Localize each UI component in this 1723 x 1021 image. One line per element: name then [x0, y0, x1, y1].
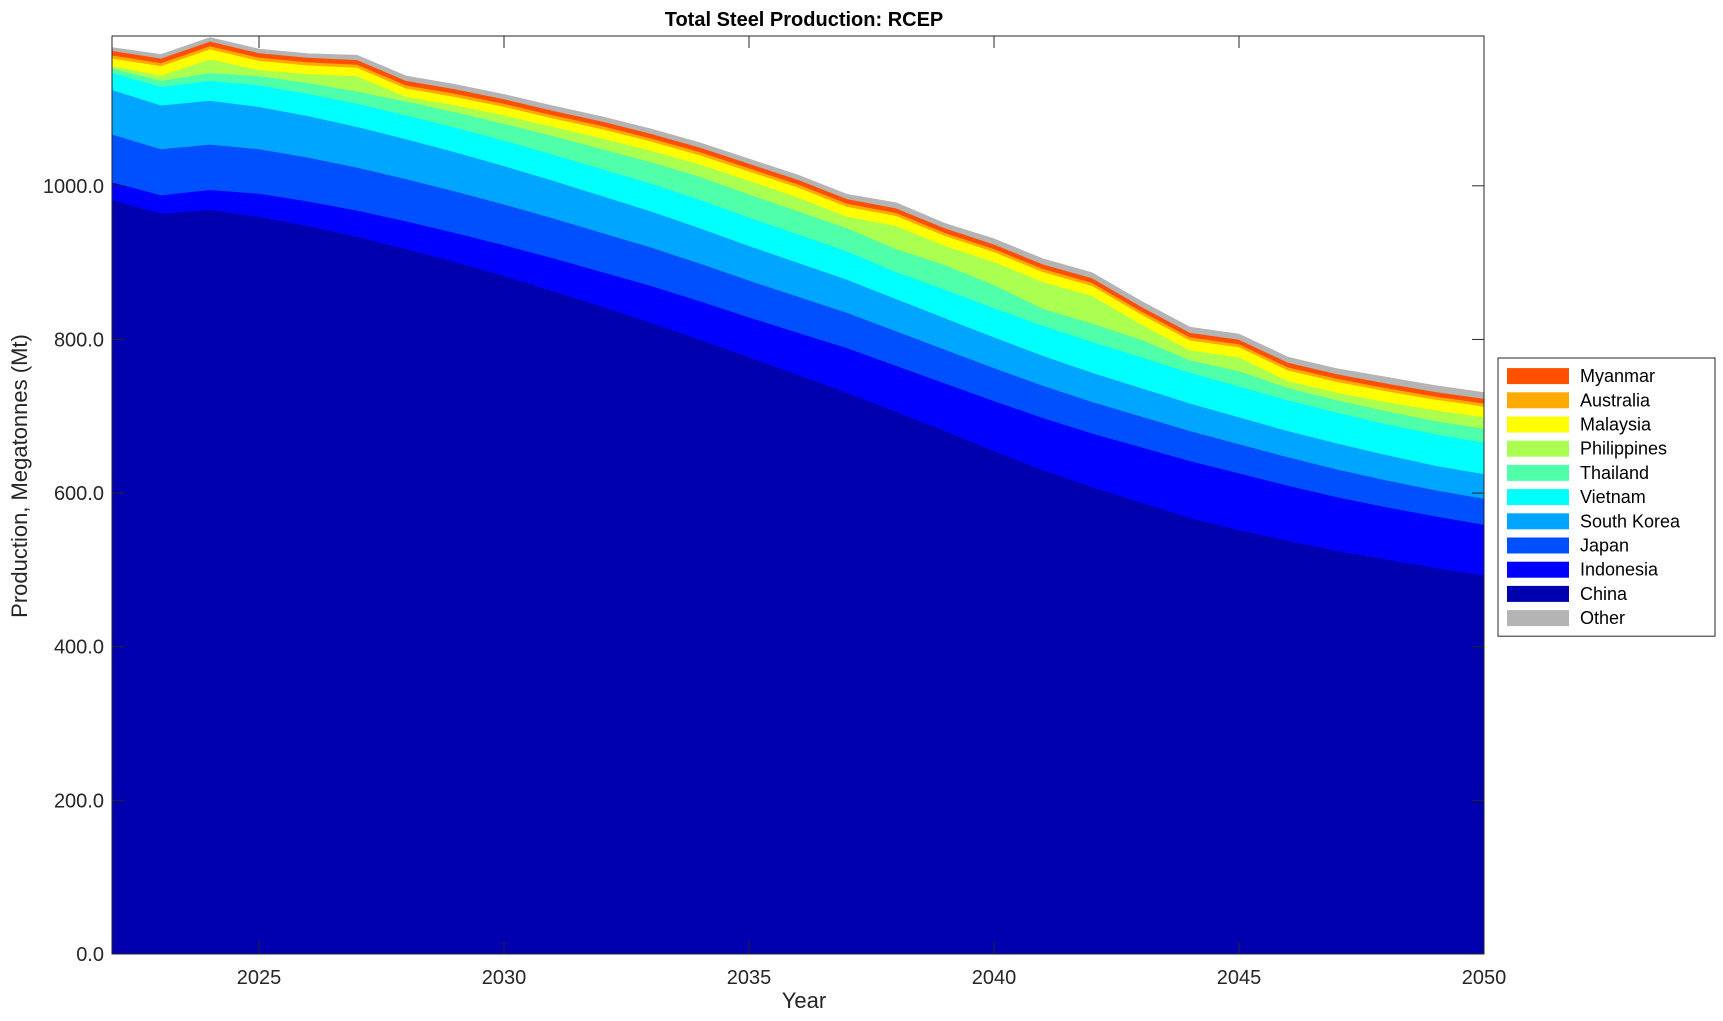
legend-swatch — [1507, 585, 1569, 602]
legend-label: Other — [1580, 608, 1625, 628]
legend-swatch — [1507, 440, 1569, 457]
x-tick-label: 2050 — [1462, 967, 1507, 989]
legend-label: Vietnam — [1580, 487, 1646, 507]
legend-label: Philippines — [1580, 439, 1667, 459]
legend-swatch — [1507, 610, 1569, 627]
x-axis-label: Year — [782, 988, 826, 1013]
y-axis: 0.0 200.0 400.0 600.0 800.0 1000.0 — [43, 176, 1484, 966]
legend-swatch — [1507, 561, 1569, 578]
legend-swatch — [1507, 416, 1569, 433]
legend-swatch — [1507, 392, 1569, 409]
y-tick-label: 800.0 — [54, 329, 104, 351]
x-tick-label: 2045 — [1217, 967, 1262, 989]
x-tick-label: 2035 — [727, 967, 772, 989]
legend-swatch — [1507, 489, 1569, 506]
y-axis-label: Production, Megatonnes (Mt) — [7, 334, 32, 618]
legend-label: South Korea — [1580, 511, 1681, 531]
plot-frame — [111, 35, 1485, 955]
legend: Myanmar Australia Malaysia Philippines Thail… — [1497, 357, 1716, 637]
legend-swatch — [1507, 513, 1569, 530]
legend-label: Myanmar — [1580, 366, 1655, 386]
legend-label: Thailand — [1580, 463, 1649, 483]
y-tick-label: 1000.0 — [43, 176, 104, 198]
y-tick-label: 0.0 — [76, 944, 104, 966]
legend-label: Australia — [1580, 390, 1651, 410]
legend-swatch — [1507, 537, 1569, 554]
y-tick-label: 400.0 — [54, 637, 104, 659]
legend-label: Malaysia — [1580, 415, 1652, 435]
x-axis: 2025 2030 2035 2040 2045 2050 — [237, 36, 1507, 989]
plot-area — [111, 35, 1485, 955]
y-tick-label: 600.0 — [54, 483, 104, 505]
x-tick-label: 2030 — [482, 967, 527, 989]
y-tick-label: 200.0 — [54, 790, 104, 812]
legend-label: Indonesia — [1580, 560, 1659, 580]
legend-swatch — [1507, 464, 1569, 481]
x-tick-label: 2025 — [237, 967, 282, 989]
legend-label: China — [1580, 584, 1628, 604]
legend-label: Japan — [1580, 536, 1629, 556]
chart-title: Total Steel Production: RCEP — [665, 9, 944, 31]
x-tick-label: 2040 — [972, 967, 1017, 989]
legend-swatch — [1507, 368, 1569, 385]
